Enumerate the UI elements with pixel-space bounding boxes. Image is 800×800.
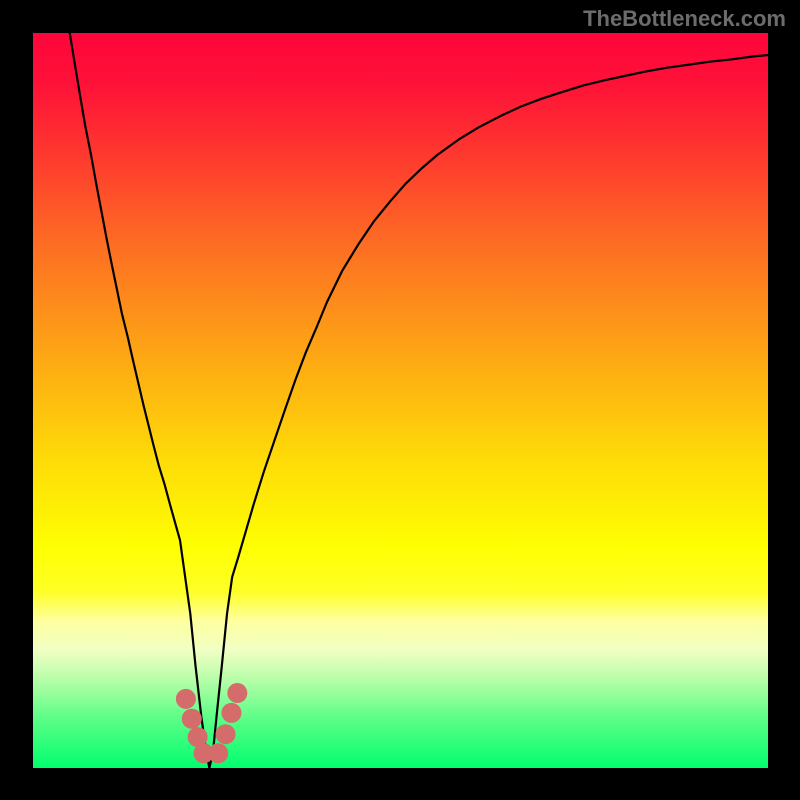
chart-root: TheBottleneck.com [0,0,800,800]
data-dot [216,724,236,744]
data-dot [182,709,202,729]
data-dot [221,703,241,723]
watermark-text: TheBottleneck.com [583,6,786,32]
data-dot [208,743,228,763]
data-dot [176,689,196,709]
data-dot [227,683,247,703]
chart-svg [0,0,800,800]
